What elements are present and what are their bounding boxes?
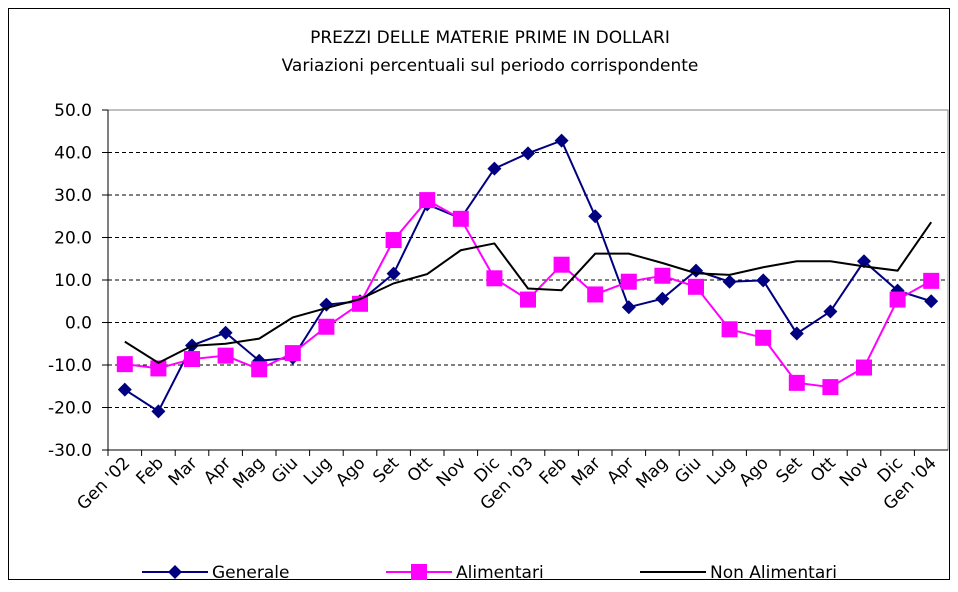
data-point — [722, 274, 737, 289]
data-point — [620, 273, 637, 290]
data-point — [755, 329, 772, 346]
data-point — [419, 192, 436, 209]
y-tick-label: 40.0 — [54, 144, 92, 164]
data-point — [923, 272, 940, 289]
data-point — [621, 300, 636, 315]
y-tick-label: 20.0 — [54, 229, 92, 249]
data-point — [318, 318, 335, 335]
data-point — [386, 266, 401, 281]
y-tick-label: -10.0 — [48, 356, 92, 376]
data-point — [520, 291, 536, 308]
data-point — [487, 161, 502, 176]
legend-label: Alimentari — [456, 563, 544, 583]
series-line — [124, 221, 933, 365]
y-tick-label: -20.0 — [48, 399, 92, 419]
legend-label: Non Alimentari — [710, 563, 837, 583]
legend-marker — [411, 564, 427, 580]
chart-title: PREZZI DELLE MATERIE PRIME IN DOLLARI — [310, 28, 670, 48]
data-point — [588, 209, 603, 224]
data-point — [553, 256, 570, 273]
data-point — [151, 404, 166, 419]
data-point — [822, 379, 839, 396]
legend-label: Generale — [212, 563, 289, 583]
data-point — [284, 345, 301, 362]
y-tick-label: 50.0 — [54, 101, 92, 121]
data-point — [823, 304, 838, 319]
data-point — [116, 356, 133, 373]
legend-marker — [168, 565, 182, 579]
data-point — [756, 273, 771, 288]
data-point — [218, 325, 233, 340]
y-tick-label: 30.0 — [54, 186, 92, 206]
data-point — [857, 254, 871, 269]
data-point — [587, 286, 604, 303]
data-point — [788, 374, 805, 391]
chart-subtitle: Variazioni percentuali sul periodo corri… — [282, 56, 699, 76]
data-point — [856, 359, 872, 376]
data-point — [150, 360, 167, 377]
data-point — [789, 326, 804, 341]
data-point — [554, 133, 569, 148]
data-point — [117, 382, 132, 397]
data-point — [655, 291, 670, 306]
data-point — [688, 278, 704, 295]
data-point — [889, 291, 906, 308]
data-point — [251, 361, 268, 378]
data-point — [184, 351, 200, 368]
y-tick-label: 10.0 — [54, 271, 92, 291]
y-tick-label: -30.0 — [48, 441, 92, 461]
data-point — [217, 347, 234, 364]
data-point — [721, 321, 738, 338]
data-point — [924, 294, 939, 309]
y-tick-label: 0.0 — [65, 314, 92, 334]
data-point — [486, 270, 503, 287]
data-point — [654, 267, 671, 284]
data-point — [521, 146, 535, 161]
data-point — [452, 210, 469, 227]
data-point — [385, 232, 402, 249]
